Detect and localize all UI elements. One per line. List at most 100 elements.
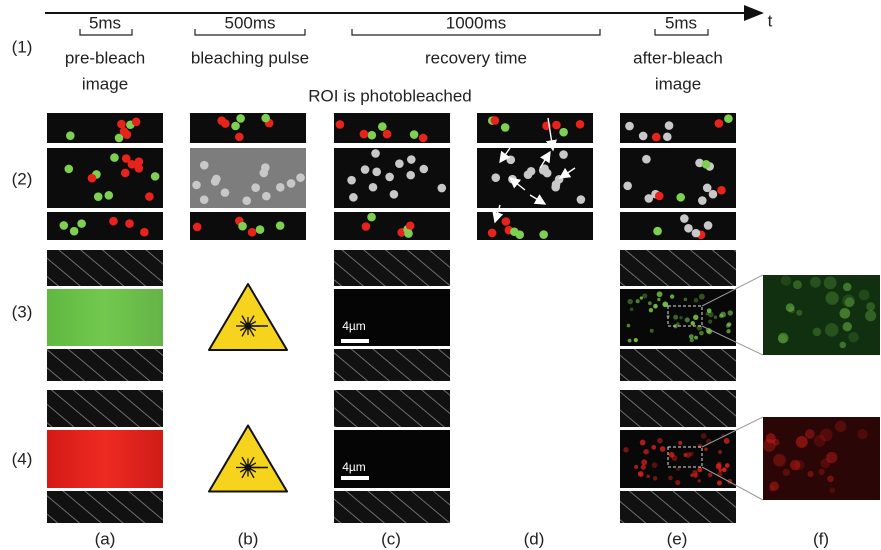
molecule [691,321,696,326]
molecule [110,153,119,162]
molecule [728,310,733,315]
molecule [641,459,647,465]
molecule [221,188,230,197]
molecule [77,219,86,228]
molecule [60,221,69,230]
molecule [236,114,245,123]
molecule [720,312,726,318]
molecule [395,159,404,168]
molecule [657,298,660,301]
molecule [109,217,118,226]
molecule [690,338,694,342]
molecule [717,186,726,195]
molecule [259,169,268,178]
molecule [276,183,285,192]
molecule [630,307,634,311]
molecule [385,173,394,182]
molecule [829,487,835,493]
molecule [70,227,79,236]
molecule [665,121,674,130]
masked-area [47,390,163,427]
molecule [825,323,839,337]
molecule [642,155,651,164]
molecule [347,176,356,185]
molecule [727,322,732,327]
molecule [296,173,305,182]
molecule [420,165,429,174]
molecule [807,471,813,477]
molecule [491,173,500,182]
molecule [410,130,419,139]
molecule [704,447,708,451]
molecule [262,192,271,201]
interval-brackets [80,29,708,35]
interval-duration: 500ms [224,13,275,32]
molecule [135,164,144,173]
molecule [407,155,416,164]
molecule [657,291,663,297]
molecule [543,169,552,178]
fluorescence [47,289,163,346]
scale-bar-label: 4µm [342,319,366,333]
interval-label: after-bleach [633,48,723,67]
molecule [827,476,834,483]
masked-area [334,390,450,427]
masked-area [620,390,736,427]
column-label: (e) [667,529,688,548]
molecule [839,342,846,349]
molecule [702,160,711,169]
molecule [662,301,668,307]
laser-core [245,464,252,471]
molecule [676,193,685,202]
molecule [796,436,808,448]
molecule [121,169,130,178]
molecule [857,429,867,439]
molecule [783,469,790,476]
masked-area [334,349,450,381]
molecule [709,190,718,199]
molecule [638,471,644,477]
strip [47,148,163,208]
molecule [689,452,694,457]
interval-label: recovery time [425,48,527,67]
molecule [652,133,661,142]
molecule [648,301,652,305]
molecule [361,165,370,174]
molecule [820,458,830,468]
strip [47,113,163,143]
molecule [865,310,876,321]
molecule [419,134,428,143]
interval-label: image [655,74,701,93]
molecule [368,131,377,140]
molecule [818,469,824,475]
molecule [708,473,712,477]
molecule [634,465,638,469]
molecule [383,130,392,139]
molecule [810,277,821,288]
molecule [491,116,500,125]
molecule [697,467,702,472]
molecule [644,449,650,455]
artwork [47,113,880,523]
column-label: (d) [524,529,545,548]
molecule [655,192,664,201]
molecule [694,298,699,303]
masked-area [620,250,736,286]
molecule [501,123,510,132]
molecule [845,297,855,307]
molecule [670,294,674,298]
molecule [718,450,722,454]
molecule [238,222,247,231]
molecule [717,480,722,485]
molecule [276,221,285,230]
molecule [506,156,515,165]
bleached-roi [334,289,450,346]
masked-area [620,349,736,381]
molecule [372,168,381,177]
molecule [122,154,131,163]
molecule [117,120,126,129]
molecule [672,455,678,461]
molecule [840,308,851,319]
molecule [652,462,658,468]
molecule [524,170,533,179]
